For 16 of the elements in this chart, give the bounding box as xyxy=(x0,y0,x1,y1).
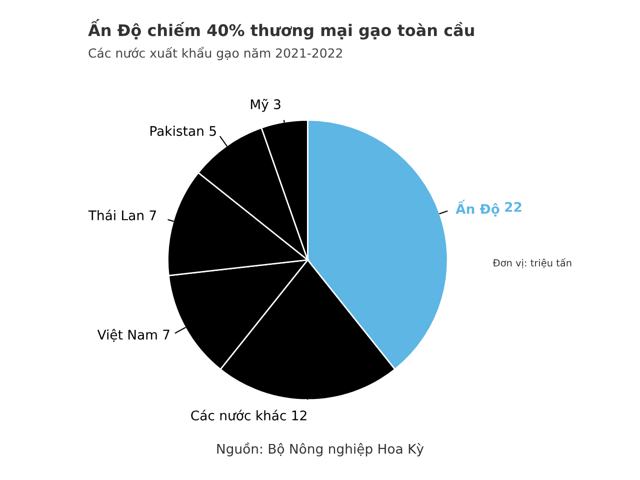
data-label: 22 xyxy=(505,202,522,212)
text: Nguồn: Bộ Nông nghiệp Hoa Kỳ xyxy=(217,442,424,456)
slice-label: Pakistan xyxy=(150,126,204,136)
chart-subtitle: Các nước xuất khẩu gạo năm 2021-2022 xyxy=(88,46,342,60)
slice-label: Ấn Độ xyxy=(456,200,500,217)
data-label: 7 xyxy=(163,330,170,340)
chart-title: Ấn Độ chiếm 40% thương mại gạo toàn cầu xyxy=(88,19,474,40)
data-label: 12 xyxy=(292,410,306,420)
slice-label: Các nước khác xyxy=(191,410,286,420)
data-label: 3 xyxy=(274,99,280,110)
data-label: 5 xyxy=(210,126,216,136)
text: Đơn vị: triệu tấn xyxy=(492,258,572,268)
data-label: 7 xyxy=(150,210,156,220)
slice-label: Mỹ xyxy=(250,98,268,112)
slice-label: Việt Nam xyxy=(97,328,157,342)
slice-label: Thái Lan xyxy=(88,210,144,220)
